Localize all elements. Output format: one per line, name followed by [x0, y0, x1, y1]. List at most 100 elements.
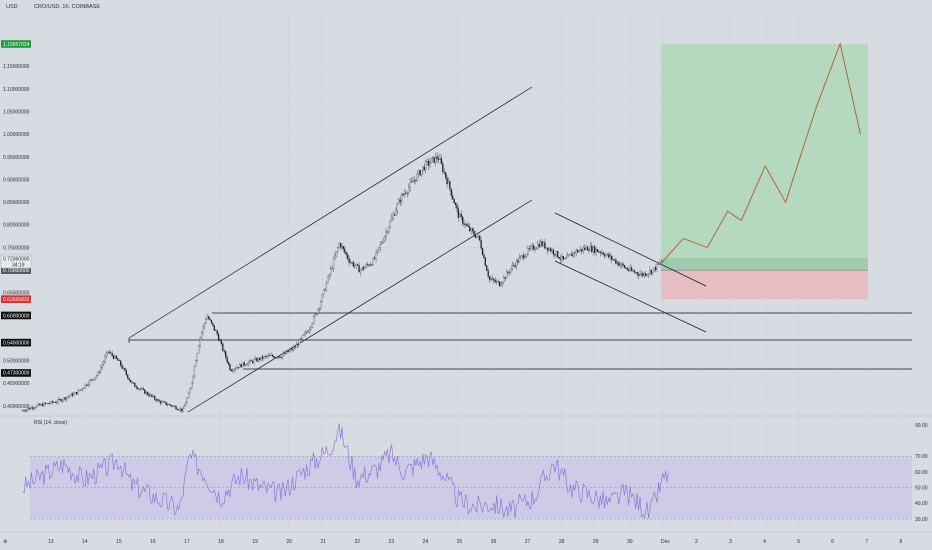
- candle-body: [128, 378, 130, 381]
- candle-body: [425, 161, 427, 170]
- candle-body: [523, 255, 525, 259]
- candle-body: [586, 246, 589, 251]
- candle-body: [400, 194, 403, 202]
- rsi-tick-label: 50.00: [915, 485, 928, 491]
- candle-body: [71, 393, 74, 396]
- candle-body: [127, 374, 129, 379]
- candle-body: [270, 354, 272, 356]
- candle-body: [409, 182, 411, 188]
- time-tick-label: Dec: [661, 539, 670, 545]
- candle-body: [95, 375, 98, 378]
- candle-body: [571, 253, 573, 257]
- candle-body: [646, 274, 648, 276]
- price-axis[interactable]: 1.15000000 1.10000000 1.05000000 1.00000000…: [0, 40, 32, 410]
- candle-body: [254, 358, 257, 360]
- candle-body: [162, 401, 164, 403]
- candle-body: [642, 273, 644, 276]
- candle-body: [148, 394, 150, 397]
- candle-body: [371, 264, 373, 266]
- candle-body: [139, 388, 142, 390]
- candle-body: [521, 255, 523, 257]
- candle-body: [398, 199, 400, 205]
- candle-body: [280, 357, 282, 359]
- candle-body: [440, 158, 442, 164]
- candle-body: [501, 282, 503, 285]
- candle-body: [80, 389, 82, 391]
- candle-body: [202, 326, 204, 333]
- candle-body: [500, 284, 502, 287]
- time-tick-label: 30: [627, 539, 633, 545]
- candle-body: [220, 340, 223, 344]
- candle-body: [328, 274, 330, 277]
- candle-body: [488, 276, 491, 280]
- candle-body: [212, 322, 214, 326]
- candle-body: [601, 252, 603, 254]
- candle-body: [226, 357, 228, 363]
- chart-settings-icon[interactable]: ⚙: [3, 539, 8, 545]
- candle-body: [257, 358, 259, 362]
- entry-band: [661, 258, 868, 271]
- candle-body: [633, 270, 635, 273]
- candle-body: [498, 281, 501, 287]
- candle-body: [335, 251, 337, 257]
- candle-body: [276, 357, 278, 358]
- candle-body: [105, 352, 108, 357]
- candle-body: [277, 356, 279, 358]
- wedge-lower-line: [554, 260, 707, 333]
- candle-body: [552, 249, 555, 255]
- candle-body: [93, 379, 95, 381]
- candle-body: [213, 325, 215, 331]
- candle-body: [122, 367, 125, 369]
- candle-body: [100, 367, 102, 373]
- time-tick-label: 6: [831, 539, 834, 545]
- candle-body: [186, 397, 188, 403]
- candle-body: [347, 254, 349, 259]
- candle-body: [464, 223, 467, 225]
- candle-body: [474, 234, 477, 238]
- candle-body: [578, 250, 580, 253]
- candle-body: [357, 264, 359, 266]
- time-tick-label: 27: [525, 539, 531, 545]
- candle-body: [294, 346, 296, 348]
- candle-body: [467, 225, 469, 228]
- candle-body: [78, 390, 81, 392]
- candle-body: [53, 402, 55, 403]
- candle-body: [131, 381, 133, 383]
- trend-drawings[interactable]: [128, 86, 912, 413]
- candle-body: [463, 223, 465, 225]
- candle-body: [544, 242, 546, 249]
- candle-body: [653, 267, 655, 270]
- time-tick-label: 23: [389, 539, 395, 545]
- price-tick-label: 1.05000000: [3, 110, 30, 116]
- projection-path[interactable]: [662, 42, 861, 262]
- candle-body: [144, 389, 146, 394]
- candle-body: [569, 253, 572, 255]
- candle-body: [271, 354, 274, 357]
- rsi-indicator-label[interactable]: RSI (14, close): [34, 420, 67, 426]
- candle-body: [338, 243, 340, 248]
- candle-body: [310, 326, 312, 330]
- rsi-axis[interactable]: 90.00 70.00 60.00 50.00 40.00 30.00: [915, 423, 928, 523]
- candle-body: [274, 357, 276, 358]
- long-position-tool[interactable]: [661, 44, 868, 300]
- candle-body: [117, 358, 119, 361]
- rsi-tick-label: 70.00: [915, 454, 928, 460]
- candle-body: [269, 355, 271, 356]
- candle-body: [325, 282, 328, 291]
- candle-body: [47, 403, 49, 404]
- candle-body: [524, 256, 526, 259]
- time-axis[interactable]: 13 14 15 16 17 18 19 20 21 22 23 24 25 26 27 28 29 30 Dec 2…: [0, 531, 932, 545]
- price-tick-label: 1.10000000: [3, 87, 30, 93]
- candle-body: [90, 379, 92, 381]
- candle-body: [496, 281, 498, 283]
- candle-body: [46, 403, 48, 404]
- candle-body: [348, 258, 350, 263]
- candle-body: [297, 344, 299, 346]
- candle-body: [200, 332, 203, 338]
- candle-body: [549, 248, 552, 252]
- candle-body: [408, 187, 410, 193]
- candle-body: [439, 158, 441, 160]
- candle-body: [73, 393, 75, 396]
